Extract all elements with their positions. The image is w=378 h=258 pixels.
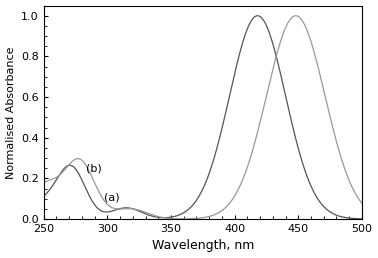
Text: (b): (b) bbox=[86, 163, 101, 173]
Y-axis label: Normalised Absorbance: Normalised Absorbance bbox=[6, 46, 15, 179]
Text: (a): (a) bbox=[104, 193, 119, 203]
X-axis label: Wavelength, nm: Wavelength, nm bbox=[152, 239, 254, 252]
